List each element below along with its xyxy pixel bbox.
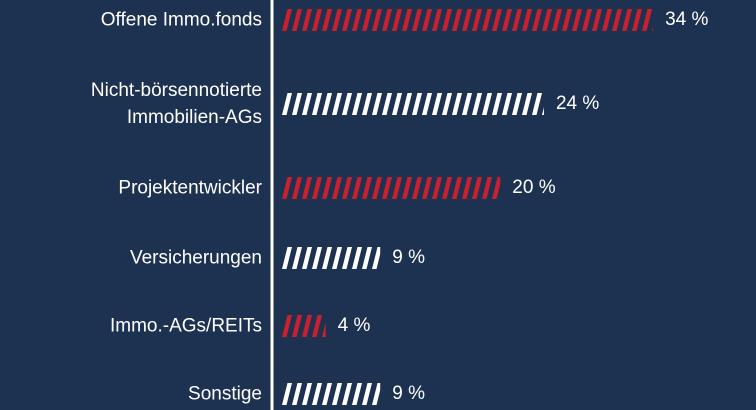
bar [282,93,544,115]
category-label: Sonstige [188,383,262,405]
value-label: 4 % [338,315,371,336]
category-label: Versicherungen [129,247,262,269]
bar [282,9,654,31]
bar [282,177,501,199]
bar [282,383,381,405]
value-label: 20 % [512,177,555,198]
value-label: 34 % [665,9,708,30]
bar [282,247,381,269]
category-label: Nicht-börsennotierte Immobilien-AGs [90,80,262,128]
value-label: 9 % [392,247,425,268]
category-label: Projektentwickler [118,177,262,199]
category-label: Offene Immo.fonds [100,9,262,31]
value-label: 9 % [392,383,425,404]
value-label: 24 % [556,93,599,114]
category-label: Immo.-AGs/REITs [109,315,262,337]
bar [282,315,326,337]
